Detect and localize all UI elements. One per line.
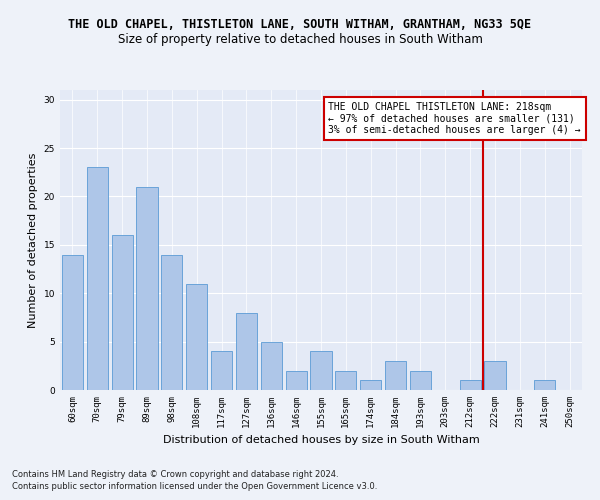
Bar [62, 254, 83, 390]
Bar [236, 312, 257, 390]
Bar [360, 380, 381, 390]
Text: Size of property relative to detached houses in South Witham: Size of property relative to detached ho… [118, 32, 482, 46]
Bar [87, 168, 108, 390]
Bar [112, 235, 133, 390]
Y-axis label: Number of detached properties: Number of detached properties [28, 152, 38, 328]
Bar [385, 361, 406, 390]
Text: THE OLD CHAPEL THISTLETON LANE: 218sqm
← 97% of detached houses are smaller (131: THE OLD CHAPEL THISTLETON LANE: 218sqm ←… [328, 102, 581, 135]
Bar [161, 254, 182, 390]
Bar [186, 284, 207, 390]
X-axis label: Distribution of detached houses by size in South Witham: Distribution of detached houses by size … [163, 436, 479, 446]
Bar [261, 342, 282, 390]
Bar [484, 361, 506, 390]
Bar [335, 370, 356, 390]
Bar [460, 380, 481, 390]
Bar [534, 380, 555, 390]
Bar [211, 352, 232, 390]
Bar [410, 370, 431, 390]
Text: Contains HM Land Registry data © Crown copyright and database right 2024.: Contains HM Land Registry data © Crown c… [12, 470, 338, 479]
Text: Contains public sector information licensed under the Open Government Licence v3: Contains public sector information licen… [12, 482, 377, 491]
Bar [136, 187, 158, 390]
Bar [286, 370, 307, 390]
Text: THE OLD CHAPEL, THISTLETON LANE, SOUTH WITHAM, GRANTHAM, NG33 5QE: THE OLD CHAPEL, THISTLETON LANE, SOUTH W… [68, 18, 532, 30]
Bar [310, 352, 332, 390]
